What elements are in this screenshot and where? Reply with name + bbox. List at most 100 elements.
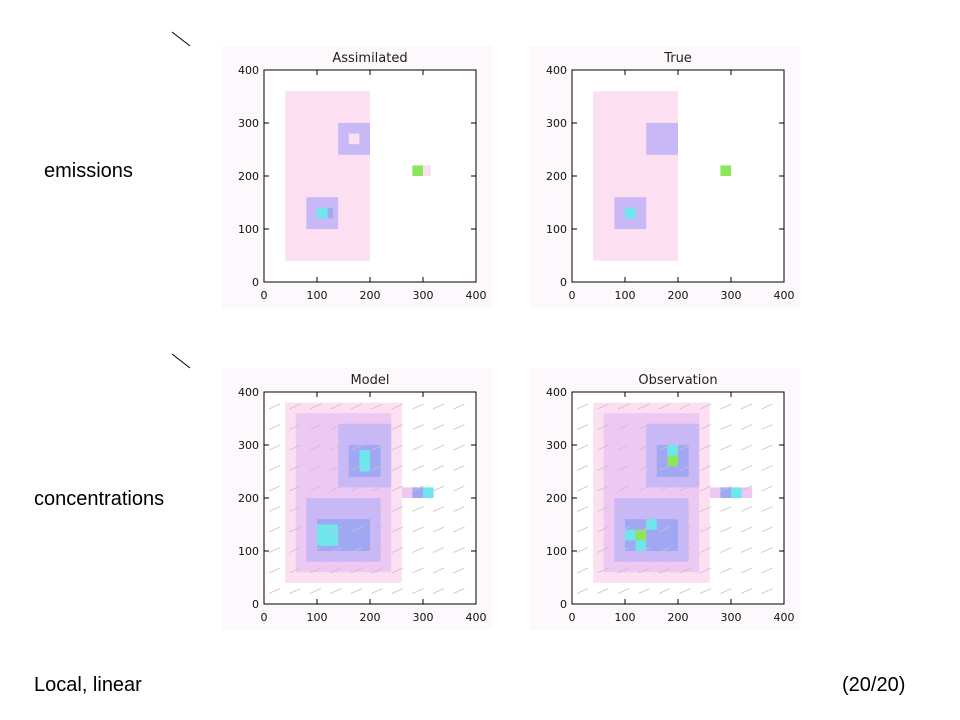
wind-vector [309, 547, 322, 553]
y-tick-label: 300 [546, 117, 567, 130]
wind-vector [432, 567, 445, 574]
wind-vector [679, 403, 691, 410]
wind-vector [638, 506, 650, 512]
wind-vector [617, 444, 630, 451]
x-tick-label: 0 [261, 611, 268, 624]
wind-vector [699, 424, 712, 430]
wind-vector [638, 485, 650, 492]
y-tick-label: 300 [546, 439, 567, 452]
wind-vector [371, 485, 383, 492]
x-tick-label: 100 [307, 611, 328, 624]
wind-vector [658, 465, 671, 471]
wind-vector [432, 424, 445, 430]
heatmap-cell [625, 207, 636, 219]
heatmap-cell [327, 207, 333, 219]
wind-vector [761, 403, 773, 410]
wind-vector [453, 444, 465, 451]
x-tick-label: 400 [466, 611, 487, 624]
wind-vector [391, 506, 404, 512]
wind-vector [679, 424, 691, 430]
heatmap-cell [720, 487, 731, 498]
wind-vector [597, 424, 609, 430]
x-tick-label: 400 [466, 289, 487, 302]
wind-vector [330, 444, 342, 451]
wind-vector [309, 424, 322, 430]
wind-vector [453, 403, 465, 410]
heatmap-cell [667, 445, 678, 456]
x-tick-label: 400 [774, 289, 795, 302]
panel-title: Model [350, 373, 389, 388]
wind-vector [432, 465, 445, 471]
wind-vector [268, 465, 281, 471]
wind-vector [699, 465, 712, 471]
wind-vector [699, 506, 712, 512]
wind-vector [330, 547, 342, 553]
wind-vector [699, 444, 712, 451]
heatmap-cell [317, 207, 328, 219]
wind-vector [576, 485, 589, 492]
x-tick-label: 200 [360, 611, 381, 624]
emissions-pointer-line [171, 31, 191, 47]
y-tick-label: 100 [546, 545, 567, 558]
wind-vector [720, 403, 732, 410]
x-tick-label: 300 [413, 611, 434, 624]
wind-vector [412, 424, 424, 430]
wind-vector [679, 465, 691, 471]
wind-vector [391, 485, 404, 492]
wind-vector [679, 567, 691, 574]
wind-vector [617, 403, 630, 410]
wind-vector [268, 526, 281, 533]
wind-vector [576, 567, 589, 574]
wind-vector [371, 424, 383, 430]
wind-vector [391, 567, 404, 574]
heatmap-cell [635, 529, 647, 541]
wind-vector [432, 403, 445, 410]
wind-vector [350, 485, 363, 492]
wind-vector [679, 444, 691, 451]
y-tick-label: 300 [238, 117, 259, 130]
heatmap-cell [359, 450, 370, 472]
wind-vector [658, 444, 671, 451]
wind-vector [658, 588, 671, 594]
wind-vector [289, 567, 301, 574]
heatmap-cell [423, 165, 431, 176]
wind-vector [289, 444, 301, 451]
wind-vector [412, 485, 424, 492]
wind-vector [453, 567, 465, 574]
wind-vector [330, 567, 342, 574]
wind-vector [617, 506, 630, 512]
heatmap-cell [412, 487, 423, 498]
panel-title: Assimilated [332, 51, 407, 66]
y-tick-label: 0 [560, 598, 567, 611]
wind-vector [412, 526, 424, 533]
wind-vector [289, 506, 301, 512]
wind-vector [289, 485, 301, 492]
wind-vector [453, 506, 465, 512]
wind-vector [350, 424, 363, 430]
wind-vector [309, 588, 322, 594]
wind-vector [391, 444, 404, 451]
wind-vector [720, 424, 732, 430]
x-tick-label: 300 [413, 289, 434, 302]
x-tick-label: 100 [615, 289, 636, 302]
wind-vector [617, 547, 630, 553]
wind-vector [432, 444, 445, 451]
wind-vector [391, 424, 404, 430]
model-panel: 0 100 200 300 400 0 100 200 300 400 Model [222, 368, 492, 630]
y-tick-label: 100 [238, 223, 259, 236]
wind-vector [761, 506, 773, 512]
y-tick-label: 300 [238, 439, 259, 452]
y-tick-label: 0 [560, 276, 567, 289]
wind-vector [453, 485, 465, 492]
wind-vector [658, 403, 671, 410]
heatmap-cell [667, 455, 678, 467]
concentrations-label: concentrations [34, 488, 165, 510]
wind-vector [638, 526, 650, 533]
wind-vector [658, 567, 671, 574]
wind-vector [289, 588, 301, 594]
wind-vector [617, 424, 630, 430]
y-tick-label: 200 [238, 170, 259, 183]
y-tick-label: 200 [546, 170, 567, 183]
wind-vector [740, 465, 753, 471]
wind-vector [679, 485, 691, 492]
